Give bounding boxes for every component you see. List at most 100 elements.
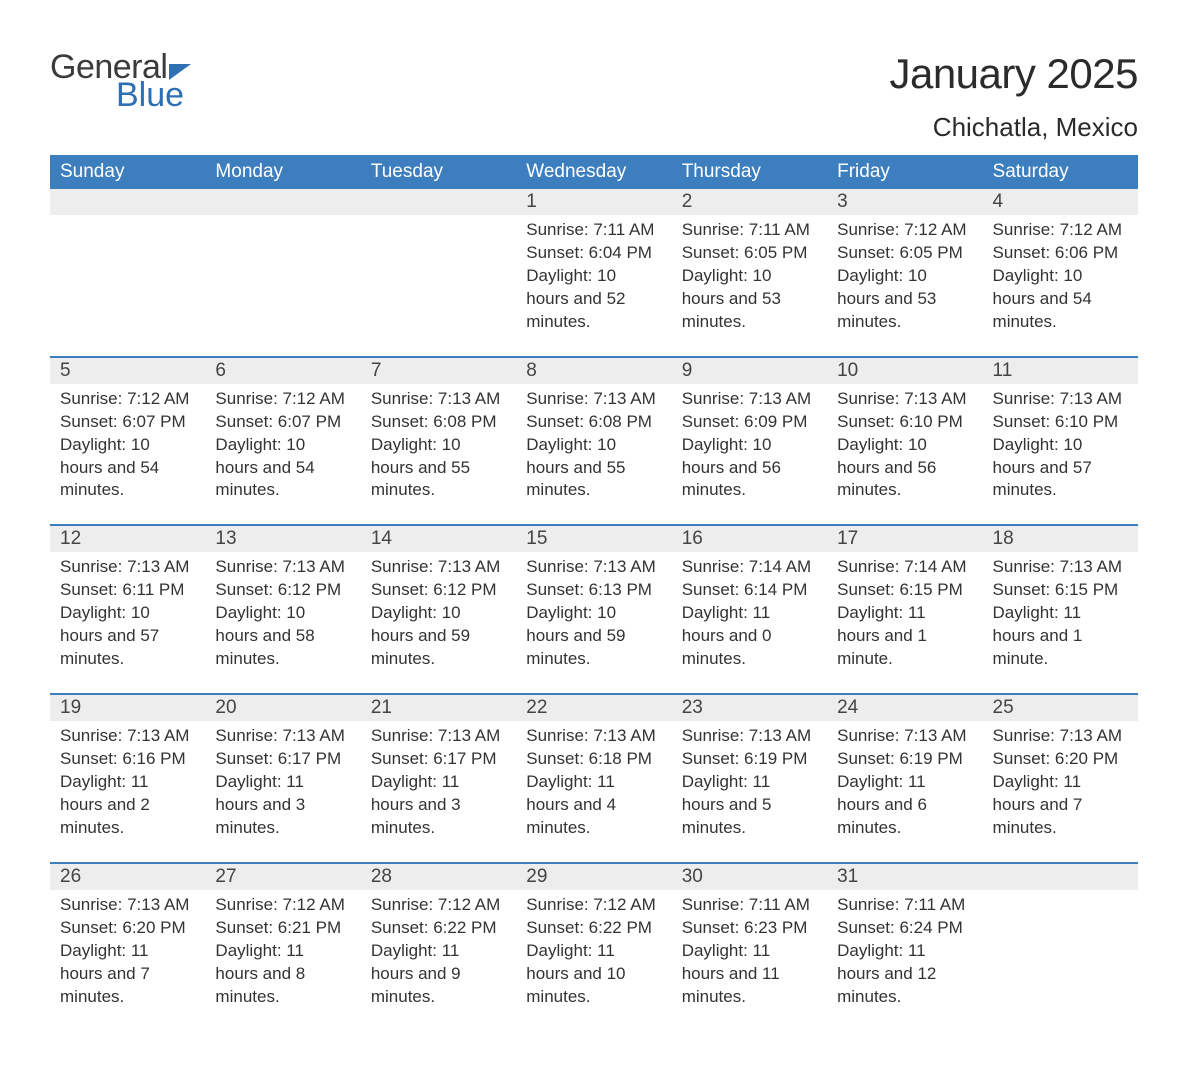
sunset-text: Sunset: 6:12 PM bbox=[371, 579, 506, 602]
sunrise-text: Sunrise: 7:13 AM bbox=[526, 556, 661, 579]
daylight-text: Daylight: 10 hours and 55 minutes. bbox=[371, 434, 506, 503]
sunset-text: Sunset: 6:10 PM bbox=[837, 411, 972, 434]
sunset-text: Sunset: 6:23 PM bbox=[682, 917, 817, 940]
sunset-text: Sunset: 6:19 PM bbox=[682, 748, 817, 771]
day-number: 11 bbox=[983, 358, 1138, 384]
day-cell: Sunrise: 7:12 AMSunset: 6:07 PMDaylight:… bbox=[205, 384, 360, 507]
sunset-text: Sunset: 6:17 PM bbox=[371, 748, 506, 771]
day-cell: Sunrise: 7:13 AMSunset: 6:18 PMDaylight:… bbox=[516, 721, 671, 844]
day-number: 17 bbox=[827, 526, 982, 552]
sunset-text: Sunset: 6:05 PM bbox=[682, 242, 817, 265]
daylight-text: Daylight: 11 hours and 2 minutes. bbox=[60, 771, 195, 840]
day-cell: Sunrise: 7:12 AMSunset: 6:05 PMDaylight:… bbox=[827, 215, 982, 338]
day-cell bbox=[983, 890, 1138, 1013]
content-row: Sunrise: 7:13 AMSunset: 6:20 PMDaylight:… bbox=[50, 890, 1138, 1031]
sunset-text: Sunset: 6:21 PM bbox=[215, 917, 350, 940]
daylight-text: Daylight: 10 hours and 59 minutes. bbox=[371, 602, 506, 671]
daynum-row: 19202122232425 bbox=[50, 693, 1138, 721]
sunrise-text: Sunrise: 7:12 AM bbox=[837, 219, 972, 242]
content-row: Sunrise: 7:13 AMSunset: 6:16 PMDaylight:… bbox=[50, 721, 1138, 862]
daylight-text: Daylight: 11 hours and 1 minute. bbox=[993, 602, 1128, 671]
day-number bbox=[361, 189, 516, 215]
day-number: 26 bbox=[50, 864, 205, 890]
day-cell: Sunrise: 7:12 AMSunset: 6:06 PMDaylight:… bbox=[983, 215, 1138, 338]
day-number: 13 bbox=[205, 526, 360, 552]
sunrise-text: Sunrise: 7:13 AM bbox=[682, 388, 817, 411]
day-cell: Sunrise: 7:13 AMSunset: 6:10 PMDaylight:… bbox=[827, 384, 982, 507]
day-cell: Sunrise: 7:12 AMSunset: 6:21 PMDaylight:… bbox=[205, 890, 360, 1013]
daylight-text: Daylight: 10 hours and 57 minutes. bbox=[993, 434, 1128, 503]
brand-triangle-icon bbox=[169, 64, 191, 80]
day-number: 2 bbox=[672, 189, 827, 215]
calendar: Sunday Monday Tuesday Wednesday Thursday… bbox=[50, 155, 1138, 1030]
sunrise-text: Sunrise: 7:14 AM bbox=[682, 556, 817, 579]
header: General Blue January 2025 Chichatla, Mex… bbox=[50, 50, 1138, 143]
content-row: Sunrise: 7:11 AMSunset: 6:04 PMDaylight:… bbox=[50, 215, 1138, 356]
brand-part2: Blue bbox=[116, 78, 191, 112]
sunrise-text: Sunrise: 7:12 AM bbox=[993, 219, 1128, 242]
sunset-text: Sunset: 6:24 PM bbox=[837, 917, 972, 940]
day-number: 23 bbox=[672, 695, 827, 721]
day-cell: Sunrise: 7:13 AMSunset: 6:19 PMDaylight:… bbox=[827, 721, 982, 844]
daylight-text: Daylight: 10 hours and 56 minutes. bbox=[682, 434, 817, 503]
daylight-text: Daylight: 11 hours and 3 minutes. bbox=[215, 771, 350, 840]
sunrise-text: Sunrise: 7:13 AM bbox=[837, 388, 972, 411]
day-cell: Sunrise: 7:13 AMSunset: 6:10 PMDaylight:… bbox=[983, 384, 1138, 507]
day-number: 16 bbox=[672, 526, 827, 552]
day-number: 21 bbox=[361, 695, 516, 721]
day-number bbox=[50, 189, 205, 215]
sunrise-text: Sunrise: 7:13 AM bbox=[993, 388, 1128, 411]
sunset-text: Sunset: 6:20 PM bbox=[60, 917, 195, 940]
day-cell: Sunrise: 7:12 AMSunset: 6:22 PMDaylight:… bbox=[516, 890, 671, 1013]
day-cell bbox=[205, 215, 360, 338]
day-number: 22 bbox=[516, 695, 671, 721]
day-number: 9 bbox=[672, 358, 827, 384]
sunrise-text: Sunrise: 7:13 AM bbox=[837, 725, 972, 748]
daynum-row: 262728293031 bbox=[50, 862, 1138, 890]
sunset-text: Sunset: 6:07 PM bbox=[60, 411, 195, 434]
day-number: 27 bbox=[205, 864, 360, 890]
page-title: January 2025 bbox=[889, 50, 1138, 98]
day-number: 18 bbox=[983, 526, 1138, 552]
sunrise-text: Sunrise: 7:13 AM bbox=[993, 556, 1128, 579]
page: General Blue January 2025 Chichatla, Mex… bbox=[0, 0, 1188, 1070]
daynum-row: 567891011 bbox=[50, 356, 1138, 384]
day-cell: Sunrise: 7:12 AMSunset: 6:22 PMDaylight:… bbox=[361, 890, 516, 1013]
daylight-text: Daylight: 10 hours and 54 minutes. bbox=[215, 434, 350, 503]
sunset-text: Sunset: 6:11 PM bbox=[60, 579, 195, 602]
sunset-text: Sunset: 6:08 PM bbox=[526, 411, 661, 434]
day-cell bbox=[361, 215, 516, 338]
weekday-header: Tuesday bbox=[361, 155, 516, 189]
sunset-text: Sunset: 6:04 PM bbox=[526, 242, 661, 265]
day-number: 7 bbox=[361, 358, 516, 384]
week-row: 567891011Sunrise: 7:12 AMSunset: 6:07 PM… bbox=[50, 356, 1138, 525]
daylight-text: Daylight: 10 hours and 54 minutes. bbox=[993, 265, 1128, 334]
daylight-text: Daylight: 10 hours and 56 minutes. bbox=[837, 434, 972, 503]
daylight-text: Daylight: 11 hours and 11 minutes. bbox=[682, 940, 817, 1009]
weekday-header-row: Sunday Monday Tuesday Wednesday Thursday… bbox=[50, 155, 1138, 189]
sunrise-text: Sunrise: 7:12 AM bbox=[371, 894, 506, 917]
weekday-header: Wednesday bbox=[516, 155, 671, 189]
week-row: 19202122232425Sunrise: 7:13 AMSunset: 6:… bbox=[50, 693, 1138, 862]
sunset-text: Sunset: 6:07 PM bbox=[215, 411, 350, 434]
content-row: Sunrise: 7:13 AM Sunset: 6:11 PM Daylight:… bbox=[50, 552, 1138, 693]
weekday-header: Sunday bbox=[50, 155, 205, 189]
sunrise-text: Sunrise: 7:13 AM bbox=[371, 556, 506, 579]
day-number: 5 bbox=[50, 358, 205, 384]
day-cell: Sunrise: 7:12 AMSunset: 6:07 PMDaylight:… bbox=[50, 384, 205, 507]
day-cell: Sunrise: 7:14 AMSunset: 6:14 PMDaylight:… bbox=[672, 552, 827, 675]
sunset-text: Sunset: 6:09 PM bbox=[682, 411, 817, 434]
day-number bbox=[205, 189, 360, 215]
sunset-text: Sunset: 6:13 PM bbox=[526, 579, 661, 602]
sunset-text: Sunset: 6:20 PM bbox=[993, 748, 1128, 771]
sunrise-text: Sunrise: 7:13 AM bbox=[526, 725, 661, 748]
daylight-text: Daylight: 10 hours and 53 minutes. bbox=[682, 265, 817, 334]
day-cell: Sunrise: 7:11 AMSunset: 6:04 PMDaylight:… bbox=[516, 215, 671, 338]
day-cell: Sunrise: 7:13 AMSunset: 6:20 PMDaylight:… bbox=[50, 890, 205, 1013]
sunrise-text: Sunrise: 7:11 AM bbox=[837, 894, 972, 917]
day-number: 28 bbox=[361, 864, 516, 890]
day-number: 24 bbox=[827, 695, 982, 721]
brand-logo: General Blue bbox=[50, 50, 191, 112]
daynum-row: 12131415161718 bbox=[50, 524, 1138, 552]
day-number: 1 bbox=[516, 189, 671, 215]
